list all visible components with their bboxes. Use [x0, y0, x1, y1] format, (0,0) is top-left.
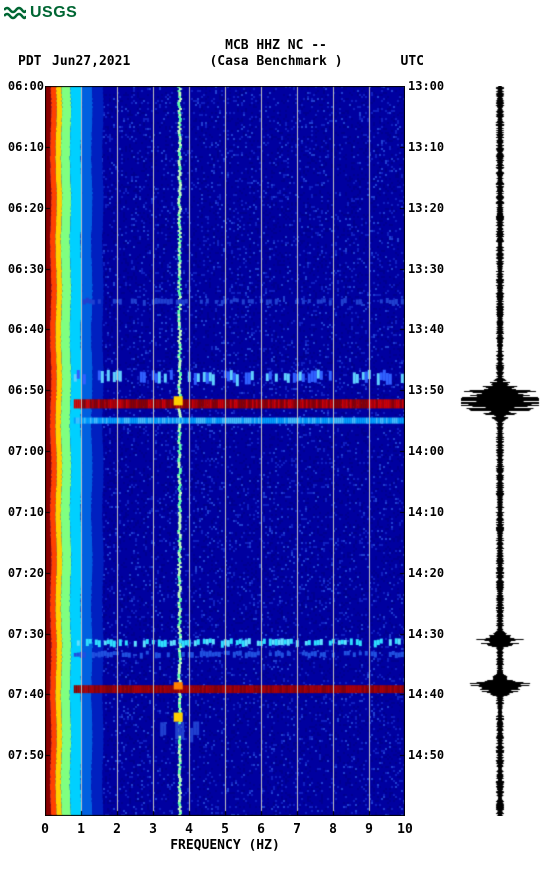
y-right-label: 14:10 — [408, 505, 444, 519]
x-tick-label: 0 — [41, 822, 49, 837]
logo-text: USGS — [30, 4, 77, 22]
x-tick-label: 4 — [185, 822, 193, 837]
y-left-label: 07:00 — [8, 444, 44, 458]
x-tick-label: 9 — [365, 822, 373, 837]
y-left-label: 06:50 — [8, 383, 44, 397]
station-title: MCB HHZ NC -- — [0, 38, 552, 53]
y-right-label: 14:00 — [408, 444, 444, 458]
y-right-label: 13:00 — [408, 79, 444, 93]
spectrogram-plot — [45, 86, 405, 816]
y-right-label: 13:10 — [408, 140, 444, 154]
x-tick-label: 1 — [77, 822, 85, 837]
y-right-label: 14:40 — [408, 687, 444, 701]
x-tick-label: 3 — [149, 822, 157, 837]
y-left-label: 07:30 — [8, 627, 44, 641]
y-left-label: 07:40 — [8, 687, 44, 701]
usgs-logo: USGS — [4, 4, 77, 22]
spectrogram-canvas — [45, 86, 405, 816]
y-left-label: 07:20 — [8, 566, 44, 580]
y-right-label: 13:30 — [408, 262, 444, 276]
x-tick-label: 5 — [221, 822, 229, 837]
waveform-canvas — [460, 86, 540, 816]
x-tick-label: 10 — [397, 822, 413, 837]
y-left-label: 06:10 — [8, 140, 44, 154]
x-axis: FREQUENCY (HZ) 012345678910 — [45, 820, 405, 860]
wave-icon — [4, 4, 26, 22]
station-subtitle: (Casa Benchmark ) — [0, 54, 552, 69]
y-left-label: 06:40 — [8, 322, 44, 336]
y-left-label: 07:50 — [8, 748, 44, 762]
y-right-label: 14:50 — [408, 748, 444, 762]
y-left-label: 06:20 — [8, 201, 44, 215]
y-right-label: 13:20 — [408, 201, 444, 215]
y-right-label: 13:50 — [408, 383, 444, 397]
x-tick-label: 2 — [113, 822, 121, 837]
waveform-plot — [460, 86, 540, 816]
x-tick-label: 8 — [329, 822, 337, 837]
y-axis-right: 13:0013:1013:2013:3013:4013:5014:0014:10… — [408, 86, 444, 816]
y-left-label: 06:30 — [8, 262, 44, 276]
y-right-label: 13:40 — [408, 322, 444, 336]
y-right-label: 14:30 — [408, 627, 444, 641]
y-right-label: 14:20 — [408, 566, 444, 580]
y-left-label: 06:00 — [8, 79, 44, 93]
x-tick-label: 6 — [257, 822, 265, 837]
right-tz-label: UTC — [401, 54, 424, 69]
x-axis-label: FREQUENCY (HZ) — [45, 838, 405, 853]
y-left-label: 07:10 — [8, 505, 44, 519]
x-tick-label: 7 — [293, 822, 301, 837]
y-axis-left: 06:0006:1006:2006:3006:4006:5007:0007:10… — [8, 86, 44, 816]
